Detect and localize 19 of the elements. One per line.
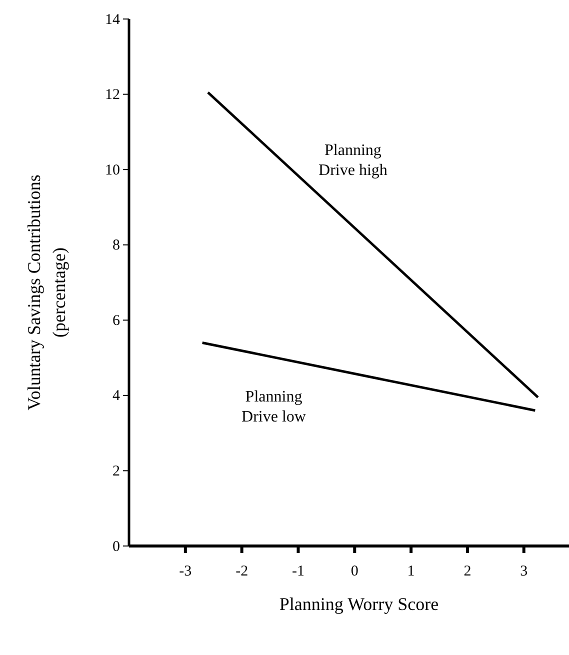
x-tick-label: -1 bbox=[292, 564, 304, 580]
x-tick-label: -2 bbox=[236, 564, 248, 580]
x-tick-label: 2 bbox=[464, 564, 472, 580]
x-tick-label: 1 bbox=[407, 564, 415, 580]
y-tick-label: 2 bbox=[112, 464, 120, 480]
x-axis-title: Planning Worry Score bbox=[279, 594, 439, 614]
x-tick-label: 0 bbox=[350, 564, 358, 580]
y-tick-label: 8 bbox=[112, 238, 120, 254]
y-tick-label: 6 bbox=[112, 312, 120, 329]
y-axis-title: Voluntary Savings Contributions (percentage) bbox=[24, 174, 69, 410]
y-tick-label: 0 bbox=[112, 538, 120, 555]
y-tick-label: 10 bbox=[105, 162, 120, 178]
x-tick-label: 3 bbox=[520, 564, 528, 580]
y-tick-label: 14 bbox=[105, 12, 120, 28]
y-tick-label: 12 bbox=[105, 87, 120, 104]
series-label: Planning Drive high bbox=[318, 142, 388, 179]
series-label: Planning Drive low bbox=[242, 388, 306, 426]
x-tick-label: -3 bbox=[179, 564, 192, 580]
y-tick-label: 4 bbox=[112, 388, 120, 404]
